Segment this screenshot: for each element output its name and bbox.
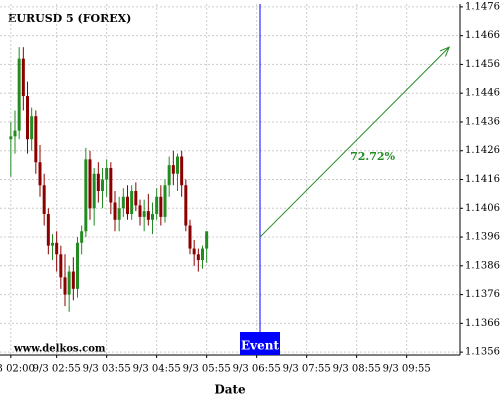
y-tick-label: 1.1446: [465, 88, 500, 99]
candle-body: [34, 116, 38, 163]
candle-body: [63, 277, 67, 295]
candle-body: [167, 165, 171, 186]
candle-body: [201, 248, 204, 261]
candle-body: [55, 242, 59, 255]
candle-body: [105, 167, 109, 180]
x-tick-label: 9/3 05:55: [183, 364, 231, 375]
candle-body: [121, 196, 125, 209]
candle-body: [188, 225, 192, 249]
candle-body: [42, 185, 46, 215]
y-tick-label: 1.1376: [465, 289, 500, 300]
candle-body: [151, 214, 154, 220]
y-tick-label: 1.1356: [465, 347, 500, 358]
y-tick-label: 1.1396: [465, 232, 500, 243]
candle-body: [51, 242, 54, 246]
candle-body: [46, 214, 50, 246]
y-tick-label: 1.1476: [465, 1, 500, 12]
candle-body: [109, 167, 113, 203]
candle-body: [101, 179, 104, 192]
candle-body: [59, 254, 63, 278]
y-tick-label: 1.1406: [465, 203, 500, 214]
candle-body: [155, 196, 159, 215]
candle-body: [38, 162, 42, 186]
event-label: Event: [241, 339, 279, 353]
candle-body: [184, 185, 188, 226]
candle-body: [76, 242, 79, 289]
candle-body: [80, 231, 84, 243]
candle-body: [180, 156, 184, 186]
candle-body: [88, 159, 92, 209]
x-axis-label: Date: [214, 383, 246, 397]
y-tick-label: 1.1436: [465, 116, 500, 127]
forecast-arrow: [259, 46, 450, 238]
candle-body: [205, 231, 209, 249]
y-tick-label: 1.1416: [465, 174, 500, 185]
watermark: www.delkos.com: [13, 344, 106, 355]
candle-body: [196, 254, 200, 261]
candle-body: [96, 173, 100, 192]
candle-body: [21, 58, 25, 97]
candle-body: [146, 211, 150, 220]
candle-body: [142, 211, 146, 217]
candle-body: [176, 156, 179, 174]
x-tick-label: 9/3 06:55: [233, 364, 281, 375]
candle-body: [192, 248, 196, 255]
candle-body: [134, 191, 138, 206]
x-tick-label: 9/3 09:55: [383, 364, 431, 375]
candle-body: [159, 196, 163, 217]
candle-body: [9, 136, 13, 140]
x-tick-label: 9/3 07:55: [283, 364, 331, 375]
candle-body: [130, 191, 134, 215]
x-tick-label: 9/3 02:00: [0, 364, 35, 375]
candle-body: [84, 159, 88, 232]
candle-body: [126, 196, 129, 215]
candle-body: [30, 116, 34, 140]
candle-body: [92, 173, 96, 209]
candle-body: [71, 271, 75, 289]
event-box: [240, 332, 280, 355]
x-tick-label: 9/3 04:55: [133, 364, 181, 375]
candle-body: [138, 205, 142, 217]
y-tick-label: 1.1366: [465, 318, 500, 329]
x-tick-label: 9/3 03:55: [83, 364, 131, 375]
candle-body: [26, 96, 29, 140]
candle-body: [163, 185, 167, 217]
candle-body: [113, 202, 117, 220]
arrow-head: [439, 46, 451, 57]
candle-body: [171, 165, 175, 174]
candle-body: [117, 208, 121, 220]
y-tick-label: 1.1466: [465, 30, 500, 41]
candle-body: [17, 58, 21, 131]
candle-body: [13, 130, 17, 137]
x-tick-label: 9/3 02:55: [33, 364, 81, 375]
forecast-label: 72.72%: [350, 150, 395, 163]
chart-title: EURUSD 5 (FOREX): [8, 12, 131, 25]
x-tick-label: 9/3 08:55: [333, 364, 381, 375]
candle-body: [67, 271, 71, 295]
y-tick-label: 1.1426: [465, 145, 500, 156]
y-tick-label: 1.1456: [465, 59, 500, 70]
y-tick-label: 1.1386: [465, 260, 500, 271]
